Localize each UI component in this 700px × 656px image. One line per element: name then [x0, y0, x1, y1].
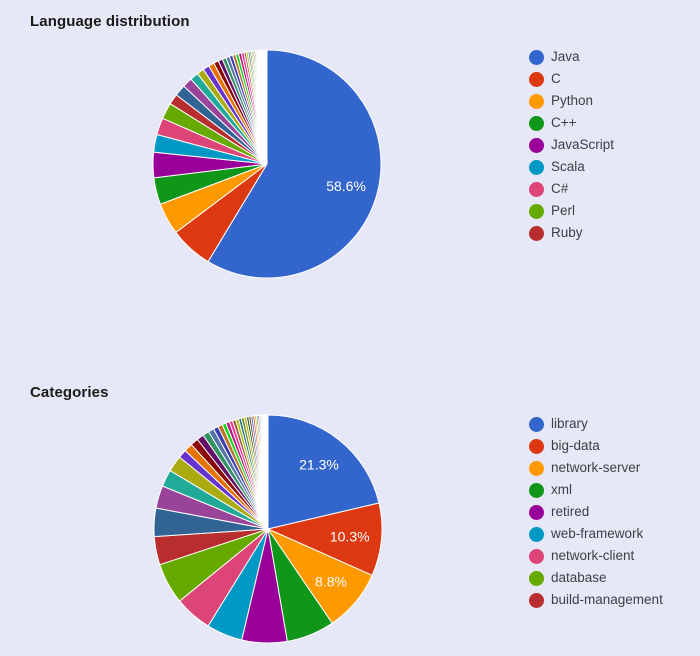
- legend-color-dot: [529, 93, 544, 109]
- legend-item-network-client: network-client: [529, 545, 663, 567]
- legend-color-dot: [529, 137, 544, 153]
- legend-color-dot: [529, 592, 544, 608]
- legend-item-Perl: Perl: [529, 200, 614, 222]
- legend-label: JavaScript: [551, 137, 615, 152]
- legend-color-dot: [529, 482, 544, 498]
- legend-label: C++: [551, 115, 577, 130]
- legend-label: library: [551, 416, 588, 431]
- legend-color-dot: [529, 115, 544, 131]
- legend-color-dot: [529, 438, 544, 454]
- legend-item-library: library: [529, 413, 663, 435]
- legend-color-dot: [529, 49, 544, 65]
- categories-chart-title: Categories: [30, 384, 109, 401]
- legend-color-dot: [529, 159, 544, 175]
- legend-label: retired: [551, 504, 590, 519]
- legend-item-C: C: [529, 68, 614, 90]
- legend-label: C: [551, 71, 561, 86]
- legend-item-build-management: build-management: [529, 589, 663, 611]
- pie-slice-library[interactable]: [267, 414, 380, 530]
- legend-item-web-framework: web-framework: [529, 523, 663, 545]
- legend-label: build-management: [551, 592, 663, 607]
- legend-item-Scala: Scala: [529, 156, 614, 178]
- categories-legend: library big-data network-server xml retired w…: [529, 413, 663, 611]
- legend-color-dot: [529, 225, 544, 241]
- legend-label: web-framework: [551, 526, 644, 541]
- pie-slice-Java[interactable]: [207, 49, 382, 279]
- legend-label: database: [551, 570, 607, 585]
- legend-label: C#: [551, 181, 569, 196]
- legend-label: network-client: [551, 548, 635, 563]
- legend-color-dot: [529, 181, 544, 197]
- legend-color-dot: [529, 570, 544, 586]
- legend-item-network-server: network-server: [529, 457, 663, 479]
- legend-item-C++: C++: [529, 112, 614, 134]
- legend-item-JavaScript: JavaScript: [529, 134, 614, 156]
- legend-label: network-server: [551, 460, 641, 475]
- legend-color-dot: [529, 71, 544, 87]
- legend-item-C#: C#: [529, 178, 614, 200]
- legend-item-retired: retired: [529, 501, 663, 523]
- legend-label: Perl: [551, 203, 576, 218]
- language-chart-title: Language distribution: [30, 13, 190, 30]
- pie-slice-big-data[interactable]: [266, 502, 383, 576]
- legend-label: xml: [551, 482, 572, 497]
- legend-item-Ruby: Ruby: [529, 222, 614, 244]
- legend-color-dot: [529, 416, 544, 432]
- legend-color-dot: [529, 203, 544, 219]
- legend-color-dot: [529, 548, 544, 564]
- language-pie: 58.6%: [152, 49, 382, 279]
- language-legend: Java C Python C++ JavaScript Scala C# Perl Ruby: [529, 46, 614, 244]
- legend-item-xml: xml: [529, 479, 663, 501]
- legend-item-Java: Java: [529, 46, 614, 68]
- legend-item-big-data: big-data: [529, 435, 663, 457]
- legend-label: Java: [551, 49, 580, 64]
- categories-pie: 21.3%10.3%8.8%: [153, 414, 383, 644]
- legend-label: Python: [551, 93, 594, 108]
- legend-color-dot: [529, 460, 544, 476]
- legend-item-Python: Python: [529, 90, 614, 112]
- legend-item-database: database: [529, 567, 663, 589]
- legend-label: big-data: [551, 438, 600, 453]
- legend-label: Ruby: [551, 225, 583, 240]
- legend-label: Scala: [551, 159, 585, 174]
- legend-color-dot: [529, 526, 544, 542]
- legend-color-dot: [529, 504, 544, 520]
